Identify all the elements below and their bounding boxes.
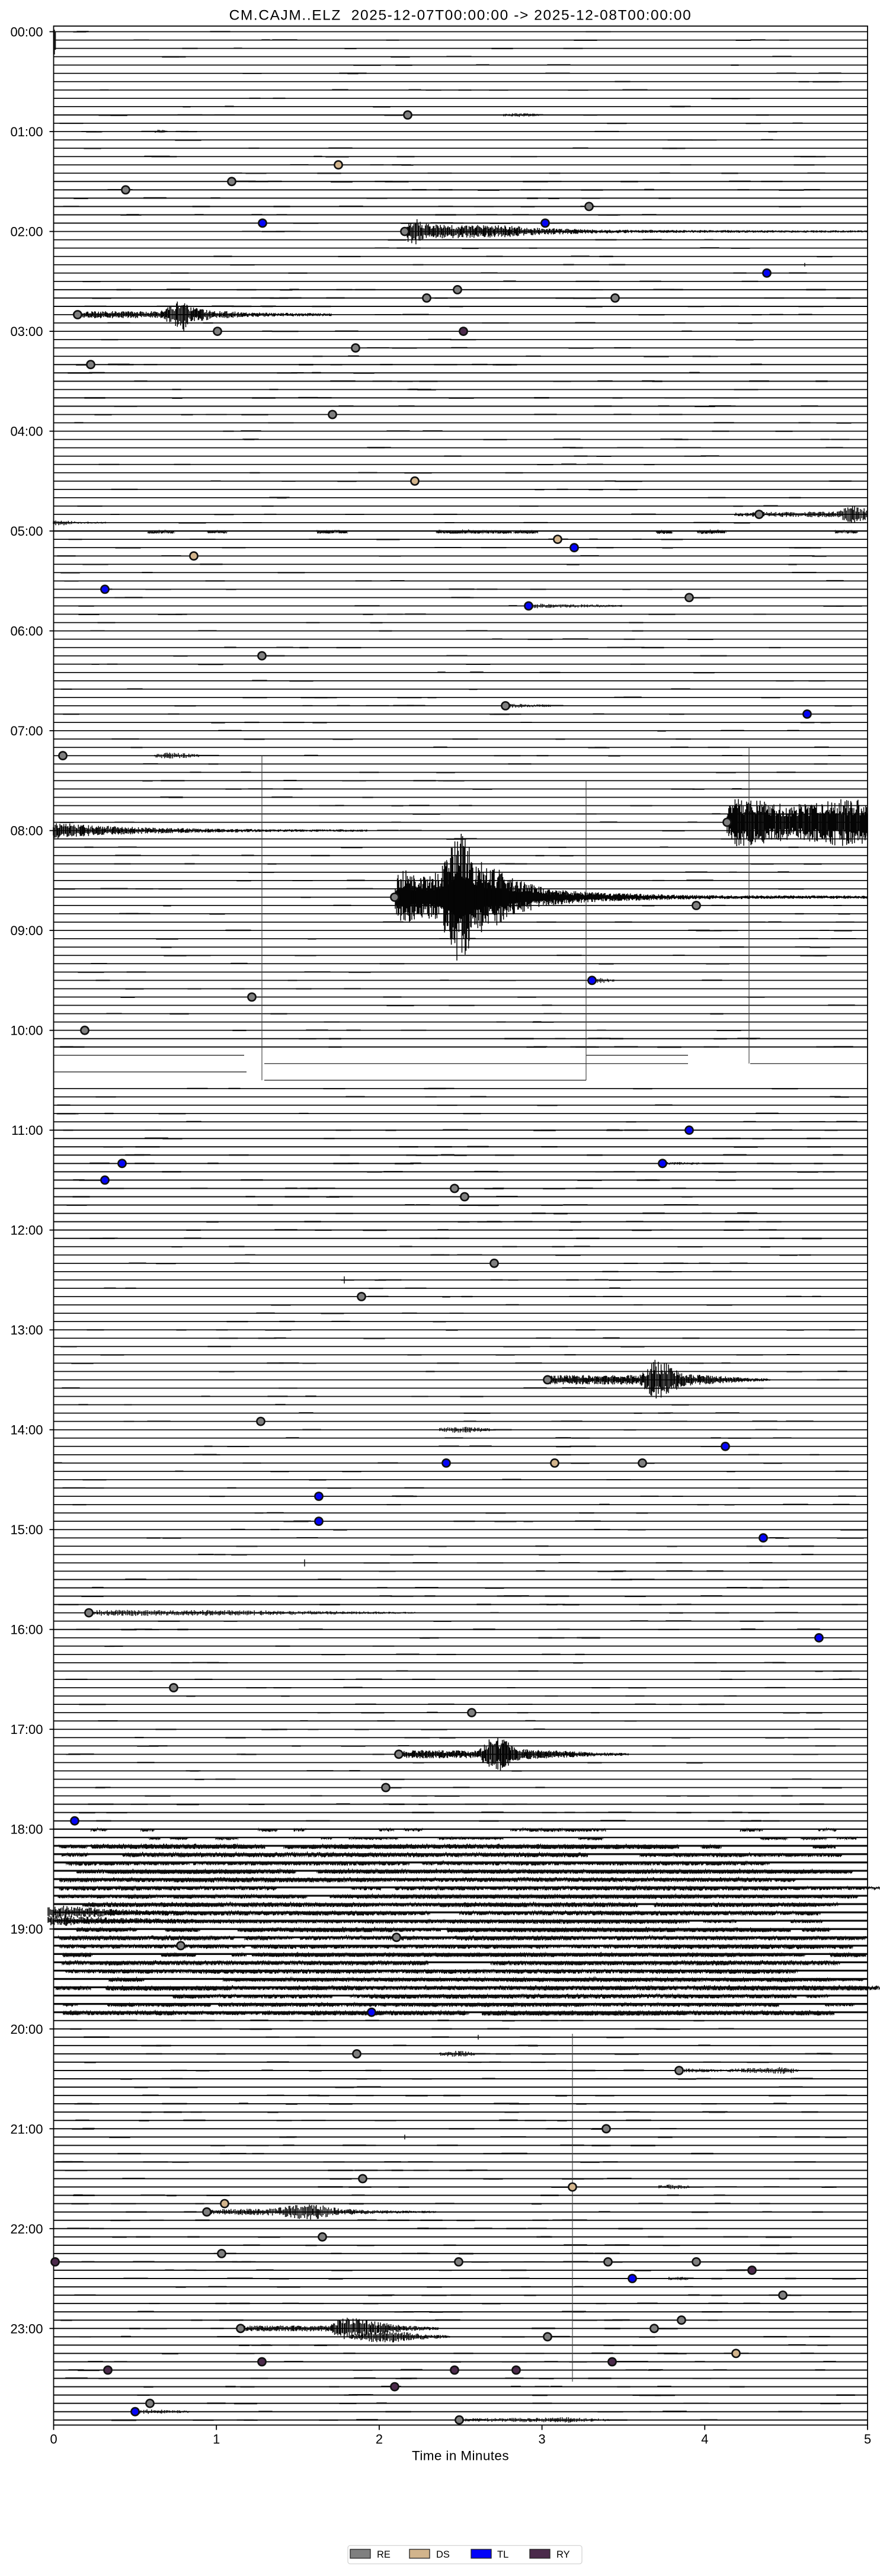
svg-text:1: 1 (213, 2432, 220, 2447)
svg-text:09:00: 09:00 (10, 923, 43, 938)
svg-text:22:00: 22:00 (10, 2222, 43, 2236)
svg-text:07:00: 07:00 (10, 724, 43, 738)
svg-text:04:00: 04:00 (10, 424, 43, 439)
svg-text:17:00: 17:00 (10, 1722, 43, 1737)
svg-text:0: 0 (50, 2432, 57, 2447)
svg-text:08:00: 08:00 (10, 824, 43, 839)
svg-text:01:00: 01:00 (10, 124, 43, 139)
svg-text:15:00: 15:00 (10, 1522, 43, 1537)
svg-text:2: 2 (376, 2432, 383, 2447)
svg-text:03:00: 03:00 (10, 324, 43, 339)
svg-text:02:00: 02:00 (10, 225, 43, 239)
svg-text:19:00: 19:00 (10, 1922, 43, 1937)
svg-text:CM.CAJM..ELZ 2025-12-07T00:00: CM.CAJM..ELZ 2025-12-07T00:00:00 -> 2025… (229, 8, 692, 24)
svg-text:3: 3 (539, 2432, 546, 2447)
svg-text:00:00: 00:00 (10, 25, 43, 40)
svg-text:14:00: 14:00 (10, 1423, 43, 1438)
svg-text:RE: RE (377, 2549, 391, 2560)
svg-text:Time in Minutes: Time in Minutes (412, 2449, 509, 2463)
svg-text:13:00: 13:00 (10, 1323, 43, 1337)
svg-text:20:00: 20:00 (10, 2022, 43, 2037)
svg-text:11:00: 11:00 (11, 1123, 43, 1138)
svg-text:21:00: 21:00 (10, 2121, 43, 2136)
svg-text:RY: RY (556, 2549, 570, 2560)
svg-text:18:00: 18:00 (10, 1822, 43, 1837)
svg-text:16:00: 16:00 (10, 1623, 43, 1637)
svg-text:05:00: 05:00 (10, 524, 43, 539)
svg-text:4: 4 (701, 2432, 708, 2447)
svg-text:TL: TL (497, 2549, 508, 2560)
svg-text:12:00: 12:00 (10, 1223, 43, 1238)
svg-text:5: 5 (864, 2432, 871, 2447)
svg-text:23:00: 23:00 (10, 2321, 43, 2336)
svg-text:DS: DS (436, 2549, 450, 2560)
svg-text:06:00: 06:00 (10, 624, 43, 639)
svg-text:10:00: 10:00 (10, 1023, 43, 1038)
